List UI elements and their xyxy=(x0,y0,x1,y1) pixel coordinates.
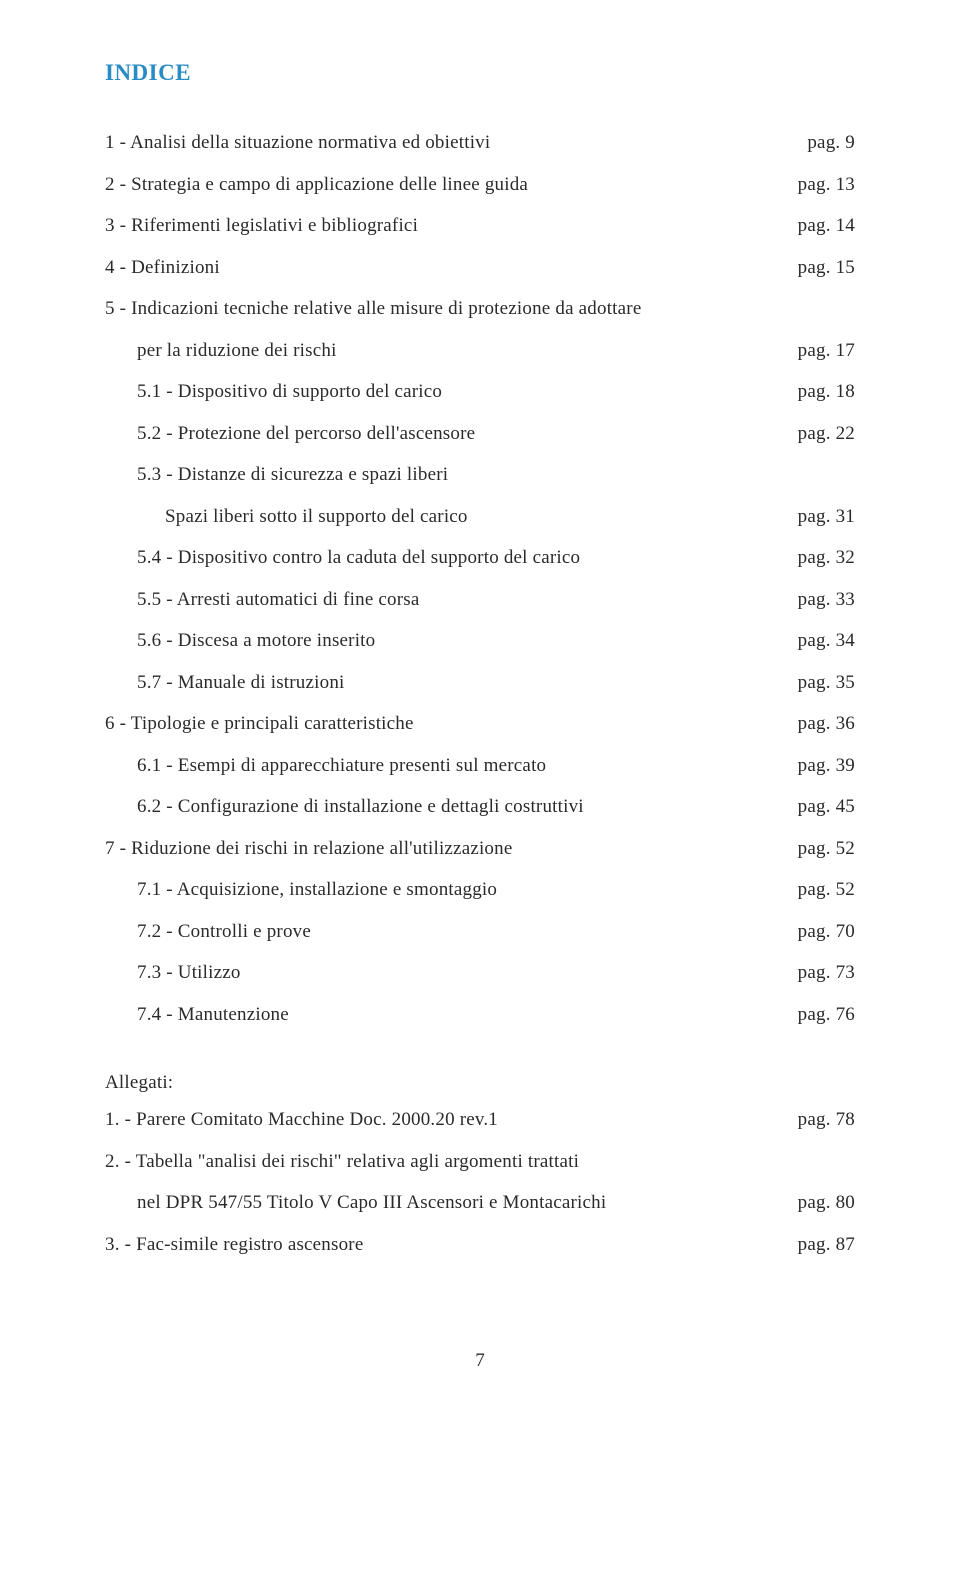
toc-row: 5.6 - Discesa a motore inserito pag. 34 xyxy=(105,626,855,656)
toc-page: pag. 76 xyxy=(784,1000,855,1030)
allegati-label: 3. - Fac-simile registro ascensore xyxy=(105,1230,363,1260)
toc-label: 1 - Analisi della situazione normativa e… xyxy=(105,128,490,158)
page-number: 7 xyxy=(105,1350,855,1372)
toc-row: 7 - Riduzione dei rischi in relazione al… xyxy=(105,834,855,864)
allegati-label: 2. - Tabella "analisi dei rischi" relati… xyxy=(105,1147,579,1177)
toc-page: pag. 18 xyxy=(784,377,855,407)
toc-page: pag. 36 xyxy=(784,709,855,739)
allegati-header: Allegati: xyxy=(105,1072,855,1094)
toc-row: 1 - Analisi della situazione normativa e… xyxy=(105,128,855,158)
toc-page: pag. 14 xyxy=(784,211,855,241)
toc-page: pag. 73 xyxy=(784,958,855,988)
toc-label: Spazi liberi sotto il supporto del caric… xyxy=(105,502,468,532)
toc-label: 3 - Riferimenti legislativi e bibliograf… xyxy=(105,211,418,241)
allegati-list: 1. - Parere Comitato Macchine Doc. 2000.… xyxy=(105,1105,855,1260)
allegati-row: nel DPR 547/55 Titolo V Capo III Ascenso… xyxy=(105,1188,855,1218)
toc-row: 6.1 - Esempi di apparecchiature presenti… xyxy=(105,751,855,781)
toc-row: 4 - Definizioni pag. 15 xyxy=(105,253,855,283)
toc-page: pag. 33 xyxy=(784,585,855,615)
toc-row: 7.3 - Utilizzo pag. 73 xyxy=(105,958,855,988)
toc-row: 5 - Indicazioni tecniche relative alle m… xyxy=(105,294,855,324)
allegati-row: 2. - Tabella "analisi dei rischi" relati… xyxy=(105,1147,855,1177)
toc-row: 5.5 - Arresti automatici di fine corsa pa… xyxy=(105,585,855,615)
toc-label: 5.3 - Distanze di sicurezza e spazi libe… xyxy=(105,460,448,490)
toc-label: 5.7 - Manuale di istruzioni xyxy=(105,668,345,698)
allegati-row: 1. - Parere Comitato Macchine Doc. 2000.… xyxy=(105,1105,855,1135)
toc-row: 5.1 - Dispositivo di supporto del carico… xyxy=(105,377,855,407)
toc-page: pag. 52 xyxy=(784,875,855,905)
toc-page: pag. 70 xyxy=(784,917,855,947)
toc-label: 2 - Strategia e campo di applicazione de… xyxy=(105,170,528,200)
toc-label: 6.2 - Configurazione di installazione e … xyxy=(105,792,584,822)
toc-label: 7.4 - Manutenzione xyxy=(105,1000,289,1030)
toc-row: 5.4 - Dispositivo contro la caduta del s… xyxy=(105,543,855,573)
toc-page: pag. 52 xyxy=(784,834,855,864)
toc-page: pag. 22 xyxy=(784,419,855,449)
toc-row: per la riduzione dei rischi pag. 17 xyxy=(105,336,855,366)
allegati-label: 1. - Parere Comitato Macchine Doc. 2000.… xyxy=(105,1105,498,1135)
allegati-page: pag. 87 xyxy=(784,1230,855,1260)
toc-label: 7 - Riduzione dei rischi in relazione al… xyxy=(105,834,512,864)
toc-page: pag. 13 xyxy=(784,170,855,200)
toc-row: 2 - Strategia e campo di applicazione de… xyxy=(105,170,855,200)
toc-label: 4 - Definizioni xyxy=(105,253,220,283)
allegati-label: nel DPR 547/55 Titolo V Capo III Ascenso… xyxy=(105,1188,606,1218)
toc-row: 5.7 - Manuale di istruzioni pag. 35 xyxy=(105,668,855,698)
toc-page: pag. 34 xyxy=(784,626,855,656)
toc-label: 5 - Indicazioni tecniche relative alle m… xyxy=(105,294,641,324)
toc-row: 7.2 - Controlli e prove pag. 70 xyxy=(105,917,855,947)
toc-row: 6 - Tipologie e principali caratteristic… xyxy=(105,709,855,739)
allegati-row: 3. - Fac-simile registro ascensore pag. 8… xyxy=(105,1230,855,1260)
toc-row: 6.2 - Configurazione di installazione e … xyxy=(105,792,855,822)
toc-page: pag. 32 xyxy=(784,543,855,573)
allegati-page: pag. 78 xyxy=(784,1105,855,1135)
toc-row: 7.4 - Manutenzione pag. 76 xyxy=(105,1000,855,1030)
toc-label: 7.2 - Controlli e prove xyxy=(105,917,311,947)
toc-row: 5.3 - Distanze di sicurezza e spazi libe… xyxy=(105,460,855,490)
toc-page: pag. 35 xyxy=(784,668,855,698)
toc-label: 7.1 - Acquisizione, installazione e smon… xyxy=(105,875,497,905)
toc-page: pag. 39 xyxy=(784,751,855,781)
toc-row: 3 - Riferimenti legislativi e bibliograf… xyxy=(105,211,855,241)
toc-label: per la riduzione dei rischi xyxy=(105,336,337,366)
toc-label: 6 - Tipologie e principali caratteristic… xyxy=(105,709,414,739)
toc-page: pag. 15 xyxy=(784,253,855,283)
toc-row: 7.1 - Acquisizione, installazione e smon… xyxy=(105,875,855,905)
toc-page: pag. 9 xyxy=(793,128,855,158)
allegati-page: pag. 80 xyxy=(784,1188,855,1218)
toc-label: 5.6 - Discesa a motore inserito xyxy=(105,626,375,656)
toc-page: pag. 45 xyxy=(784,792,855,822)
toc-page: pag. 31 xyxy=(784,502,855,532)
toc-label: 5.1 - Dispositivo di supporto del carico xyxy=(105,377,442,407)
toc-label: 6.1 - Esempi di apparecchiature presenti… xyxy=(105,751,546,781)
toc-list: 1 - Analisi della situazione normativa e… xyxy=(105,128,855,1030)
toc-page: pag. 17 xyxy=(784,336,855,366)
toc-label: 5.4 - Dispositivo contro la caduta del s… xyxy=(105,543,580,573)
toc-row: Spazi liberi sotto il supporto del caric… xyxy=(105,502,855,532)
toc-label: 7.3 - Utilizzo xyxy=(105,958,241,988)
toc-label: 5.5 - Arresti automatici di fine corsa xyxy=(105,585,420,615)
toc-row: 5.2 - Protezione del percorso dell'ascen… xyxy=(105,419,855,449)
index-title: INDICE xyxy=(105,60,855,86)
toc-label: 5.2 - Protezione del percorso dell'ascen… xyxy=(105,419,475,449)
